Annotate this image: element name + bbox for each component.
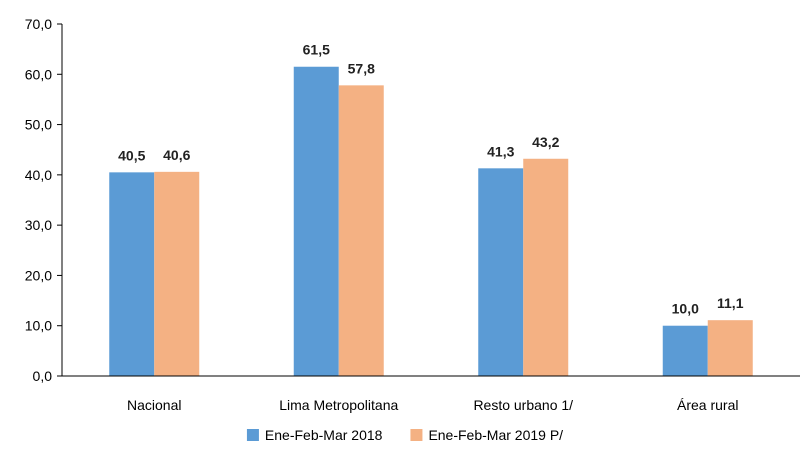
- data-label: 41,3: [487, 143, 514, 159]
- y-tick-label: 70,0: [25, 16, 52, 32]
- category-label: Área rural: [677, 397, 738, 413]
- bar: [523, 158, 569, 376]
- data-label: 61,5: [303, 42, 330, 58]
- data-label: 43,2: [532, 134, 559, 150]
- bar: [707, 320, 753, 376]
- legend-label: Ene-Feb-Mar 2018: [265, 427, 383, 443]
- category-labels: Nacional Lima Metropolitana Resto urbano 1…: [127, 397, 738, 413]
- data-label: 40,6: [163, 147, 190, 163]
- legend-swatch: [410, 429, 423, 441]
- data-labels: 40,5 40,6 61,5 57,8 41,3 43,2 10,0 11,1: [118, 42, 744, 317]
- y-tick-label: 10,0: [25, 318, 52, 334]
- y-tick-label: 40,0: [25, 167, 52, 183]
- y-axis-ticks: 0,0 10,0 20,0 30,0 40,0 50,0 60,0 70,0: [25, 16, 62, 384]
- bar: [478, 168, 524, 376]
- bar: [662, 325, 708, 376]
- legend-label: Ene-Feb-Mar 2019 P/: [428, 427, 563, 443]
- y-tick-label: 30,0: [25, 217, 52, 233]
- legend-swatch: [246, 429, 259, 441]
- category-label: Nacional: [127, 397, 181, 413]
- bar: [154, 171, 200, 376]
- y-tick-label: 0,0: [33, 368, 53, 384]
- y-tick-label: 20,0: [25, 267, 52, 283]
- data-label: 10,0: [672, 301, 699, 317]
- bars: [109, 66, 753, 376]
- y-tick-label: 50,0: [25, 117, 52, 133]
- data-label: 11,1: [717, 295, 744, 311]
- y-tick-label: 60,0: [25, 66, 52, 82]
- bar: [109, 172, 155, 376]
- bar: [293, 66, 339, 376]
- legend: Ene-Feb-Mar 2018 Ene-Feb-Mar 2019 P/: [246, 427, 563, 443]
- category-label: Resto urbano 1/: [473, 397, 573, 413]
- data-label: 40,5: [118, 147, 145, 163]
- bar: [338, 85, 384, 376]
- category-label: Lima Metropolitana: [279, 397, 398, 413]
- data-label: 57,8: [348, 60, 375, 76]
